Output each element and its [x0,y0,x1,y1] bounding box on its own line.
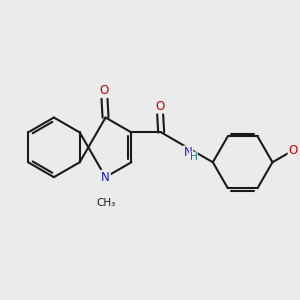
Text: N: N [101,171,110,184]
Text: O: O [289,144,298,157]
Text: O: O [155,100,164,113]
Text: N: N [184,146,193,159]
Text: H: H [190,152,197,162]
Text: O: O [99,84,109,97]
Text: CH₃: CH₃ [96,197,115,208]
